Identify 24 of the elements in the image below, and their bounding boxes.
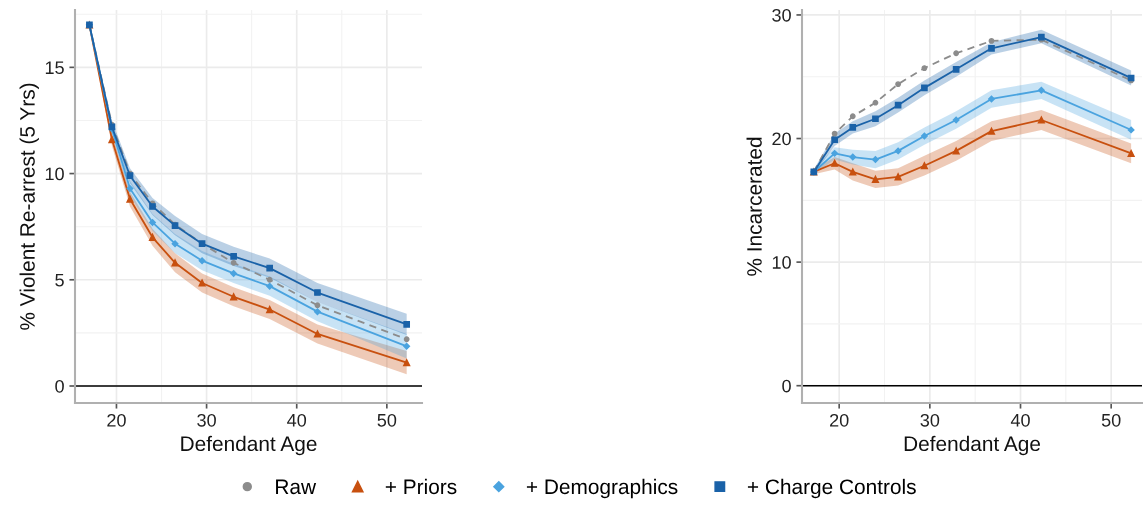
y-tick-label: 15 xyxy=(45,61,64,75)
legend-label: Raw xyxy=(276,479,317,495)
x-tick-label: 30 xyxy=(197,413,216,427)
legend-label: + Charge Controls xyxy=(747,478,916,499)
x-tick-label: 50 xyxy=(377,413,397,427)
y-tick-label: 10 xyxy=(772,256,791,269)
y-tick-label: 30 xyxy=(772,8,791,22)
y-tick-label: 10 xyxy=(45,167,64,181)
y-tick-label: 20 xyxy=(772,132,791,146)
x-tick-label: 20 xyxy=(830,413,849,427)
y-axis-title: % Incarcerated xyxy=(746,137,762,276)
y-tick-label: 0 xyxy=(782,379,791,393)
y-axis-title: % Violent Re-arrest (5 Yrs) xyxy=(19,83,39,330)
y-tick-label: 5 xyxy=(55,273,64,287)
x-tick-label: 20 xyxy=(107,413,126,427)
x-tick-label: 40 xyxy=(287,413,307,427)
x-tick-label: 30 xyxy=(920,413,940,427)
legend-label: + Priors xyxy=(385,478,457,495)
legend-label: + Demographics xyxy=(526,478,678,499)
x-tick-label: 50 xyxy=(1101,413,1121,427)
x-axis-title: Defendant Age xyxy=(904,435,1041,456)
x-tick-label: 40 xyxy=(1010,413,1030,427)
x-axis-title: Defendant Age xyxy=(181,435,317,456)
y-tick-label: 0 xyxy=(55,379,64,393)
